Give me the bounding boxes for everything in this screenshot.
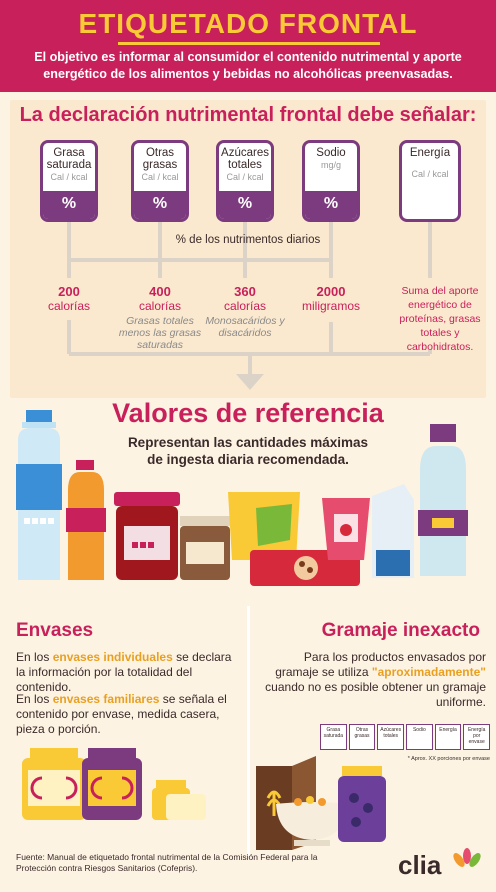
value-number: 360 [234, 284, 256, 299]
envases-familiar-text: En los envases familiares se señala el c… [16, 692, 238, 737]
section-divider [247, 606, 250, 856]
label-unit: Cal / kcal [141, 172, 179, 182]
value-unit: calorías [138, 299, 182, 313]
cereal-bowl-icon [276, 796, 348, 846]
mini-label: Energía [434, 724, 462, 750]
connector-lines-lower [67, 250, 432, 390]
text-part: cuando no es posible obtener un gramaje … [265, 680, 486, 709]
clia-logo: clia [398, 850, 442, 880]
text-part: En los [16, 692, 53, 706]
mini-label: Energía por envase [463, 724, 491, 750]
declaration-title: La declaración nutrimental frontal debe … [19, 104, 477, 126]
declaration-section: La declaración nutrimental frontal debe … [10, 100, 486, 398]
value-energia: Suma del aporte energético de proteínas,… [399, 285, 481, 353]
highlight-text: "aproximadamente" [371, 665, 486, 679]
berry-jar-icon [338, 766, 386, 842]
mini-labels: Grasa saturada Otras grasas Azúcares tot… [320, 724, 491, 750]
gramaje-section: Gramaje inexacto Para los productos enva… [250, 606, 496, 852]
mini-note: * Aprox. XX porciones por envase [407, 756, 490, 762]
label-name: Energía [409, 147, 451, 159]
page-title: ETIQUETADO FRONTAL [78, 8, 418, 39]
label-card-otras-grasas: Otras grasas Cal / kcal % [131, 140, 189, 222]
mini-label: Grasa saturada [320, 724, 347, 750]
jam-jar-icon [114, 492, 180, 580]
page-subtitle: El objetivo es informar al consumidor el… [34, 50, 462, 81]
value-unit: calorías [47, 299, 91, 313]
value-unit: miligramos [301, 299, 360, 313]
gramaje-text: Para los productos envasados por gramaje… [264, 650, 486, 710]
label-name: Azúcares totales [221, 147, 269, 171]
reference-description: Representan las cantidades máximas de in… [127, 435, 369, 467]
yogurt-cup-icon [322, 498, 370, 560]
value-grasa-saturada: 200 calorías [21, 284, 117, 313]
reference-title: Valores de referencia [112, 398, 384, 428]
cereal-illustration [256, 756, 386, 850]
value-description: Monosacáridos y disacáridos [205, 315, 285, 339]
purple-jar-icon [82, 748, 142, 820]
label-percent: % [219, 191, 271, 219]
spread-jar-icon [180, 516, 230, 580]
sports-bottle-icon [418, 424, 468, 576]
small-jar-icon [152, 780, 206, 820]
text-part: Para los productos envasados por gramaje… [275, 650, 486, 679]
label-card-grasa-saturada: Grasa saturada Cal / kcal % [40, 140, 98, 222]
text-part: En los [16, 650, 53, 664]
snack-bag-icon [228, 492, 300, 560]
text-part: se declara la información por la totalid… [16, 650, 232, 694]
water-bottle-icon [16, 410, 62, 580]
milk-carton-icon [372, 484, 414, 578]
value-unit: calorías [223, 299, 267, 313]
gramaje-title: Gramaje inexacto [321, 620, 480, 641]
label-percent: % [43, 191, 95, 219]
mini-label: Otras grasas [348, 724, 376, 750]
value-number: 400 [149, 284, 171, 299]
percent-caption: % de los nutrimentos diarios [175, 234, 321, 246]
label-unit: Cal / kcal [50, 172, 88, 182]
mini-label: Sodio [406, 724, 433, 750]
value-number: 200 [58, 284, 80, 299]
value-sodio: 2000 miligramos [283, 284, 379, 313]
label-unit: Cal / kcal [411, 169, 449, 179]
label-card-sodio: Sodio mg/g % [302, 140, 360, 222]
text-part: se señala el contenido por envase, medid… [16, 692, 227, 736]
label-unit: Cal / kcal [226, 172, 264, 182]
envases-title: Envases [16, 620, 94, 641]
label-name: Sodio [316, 147, 346, 159]
label-percent: % [134, 191, 186, 219]
highlight-text: envases familiares [52, 692, 160, 706]
highlight-text: envases individuales [52, 650, 173, 664]
source-note: Fuente: Manual de etiquetado frontal nut… [16, 852, 318, 873]
products-illustration [16, 410, 468, 586]
envases-individual-text: En los envases individuales se declara l… [16, 650, 238, 695]
header: ETIQUETADO FRONTAL El objetivo es inform… [0, 0, 496, 92]
title-underline [118, 42, 380, 45]
jars-illustration [22, 748, 206, 820]
value-azucares-totales: 360 calorías Monosacáridos y disacáridos [197, 284, 293, 339]
value-number: 2000 [316, 284, 346, 299]
clia-flower-icon [453, 848, 481, 867]
value-description: Grasas totales menos las grasas saturada… [118, 315, 202, 351]
mini-label: Azúcares totales [377, 724, 405, 750]
label-card-energia: Energía Cal / kcal [399, 140, 461, 222]
label-percent: % [305, 191, 357, 219]
yellow-jar-icon [22, 748, 86, 820]
label-card-azucares-totales: Azúcares totales Cal / kcal % [216, 140, 274, 222]
value-otras-grasas: 400 calorías Grasas totales menos las gr… [112, 284, 208, 351]
label-name: Otras grasas [142, 147, 178, 171]
label-name: Grasa saturada [46, 147, 92, 171]
juice-bottle-icon [66, 460, 106, 580]
label-unit: mg/g [320, 160, 341, 170]
envases-section: Envases En los envases individuales se d… [0, 606, 246, 852]
